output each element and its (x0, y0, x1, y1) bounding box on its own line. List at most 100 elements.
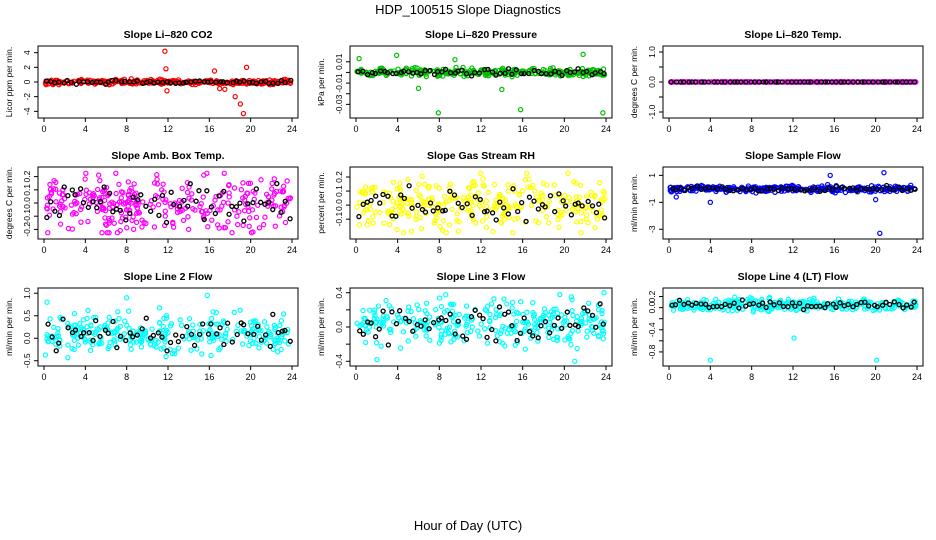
data-point (356, 222, 363, 228)
data-point (115, 308, 121, 315)
data-point (365, 217, 371, 224)
x-tick-label: 8 (749, 372, 754, 382)
y-tick-label: -2 (22, 93, 32, 101)
reference-point (686, 185, 692, 191)
reference-point (422, 317, 428, 323)
reference-point (234, 331, 240, 338)
data-point (522, 346, 528, 352)
reference-point (568, 212, 575, 218)
data-point (436, 295, 443, 301)
reference-point (760, 79, 767, 85)
y-tick-label: -0.5 (22, 353, 32, 368)
data-point (456, 218, 462, 225)
outlier-point (517, 106, 524, 113)
data-point (111, 337, 117, 343)
data-point (140, 199, 146, 205)
data-point (233, 328, 239, 335)
data-point (225, 219, 231, 225)
data-point (198, 201, 204, 207)
reference-point (221, 188, 227, 195)
reference-point (442, 66, 449, 73)
data-point (186, 315, 193, 322)
data-point (85, 307, 91, 314)
data-point (846, 298, 852, 305)
data-point (530, 300, 536, 306)
data-point (111, 220, 117, 226)
reference-point (896, 184, 902, 190)
data-point (423, 71, 429, 77)
reference-point (694, 183, 700, 189)
reference-point (681, 301, 687, 308)
data-point (177, 317, 183, 323)
reference-point (911, 299, 917, 305)
reference-point (585, 308, 591, 314)
data-point (544, 182, 550, 188)
data-point (515, 215, 521, 221)
data-point (575, 328, 581, 334)
x-tick-label: 4 (395, 245, 400, 255)
data-point (53, 179, 59, 186)
data-point (701, 296, 707, 303)
data-point (199, 351, 205, 357)
data-point (805, 300, 812, 306)
data-point (246, 342, 252, 349)
reference-point (677, 79, 684, 85)
data-point (269, 180, 275, 187)
data-point (449, 206, 455, 213)
data-point (539, 192, 546, 199)
data-point (273, 188, 280, 195)
reference-point (526, 328, 533, 335)
data-point (408, 228, 415, 235)
reference-point (187, 181, 193, 187)
data-point (230, 336, 236, 343)
data-point (753, 79, 759, 85)
reference-point (668, 79, 674, 85)
reference-point (177, 203, 183, 209)
reference-point (173, 332, 179, 338)
data-point (370, 220, 376, 226)
reference-point (822, 79, 828, 85)
y-axis-label: degrees C per min. (629, 46, 639, 118)
data-point (470, 202, 476, 209)
data-point (217, 345, 223, 351)
reference-point (597, 301, 603, 307)
data-point (83, 170, 89, 176)
reference-point (380, 191, 386, 198)
data-point (465, 207, 472, 214)
reference-point (406, 183, 412, 189)
data-point (250, 188, 256, 194)
x-tick-label: 20 (559, 124, 569, 134)
x-tick-label: 12 (476, 245, 486, 255)
data-point (129, 217, 135, 224)
data-point (65, 354, 71, 361)
data-point (578, 209, 584, 216)
reference-point (56, 340, 62, 346)
data-point (240, 341, 246, 347)
reference-point (80, 199, 87, 206)
data-point (386, 326, 393, 333)
data-point (114, 327, 120, 333)
data-point (278, 318, 285, 324)
data-point (465, 319, 471, 325)
x-tick-label: 8 (749, 245, 754, 255)
chart-panel-5: Slope Gas Stream RH percent per min. 0 4 8 12… (316, 150, 613, 255)
reference-point (563, 203, 569, 209)
reference-point (123, 337, 129, 344)
reference-point (102, 327, 109, 333)
data-point (510, 229, 516, 236)
reference-point (180, 80, 187, 86)
y-tick-label: -1.0 (647, 104, 657, 119)
data-point (185, 214, 191, 220)
data-point (258, 327, 264, 334)
outlier-point (580, 51, 586, 58)
reference-points (357, 301, 606, 348)
data-point (162, 208, 168, 214)
reference-point (226, 211, 232, 217)
data-point (512, 342, 518, 348)
data-point (484, 340, 491, 346)
x-tick-label: 8 (749, 124, 754, 134)
data-point (493, 306, 499, 313)
data-point (578, 315, 585, 322)
y-tick-label: 0.0 (22, 332, 32, 344)
y-axis-label: percent per min. (316, 172, 326, 233)
